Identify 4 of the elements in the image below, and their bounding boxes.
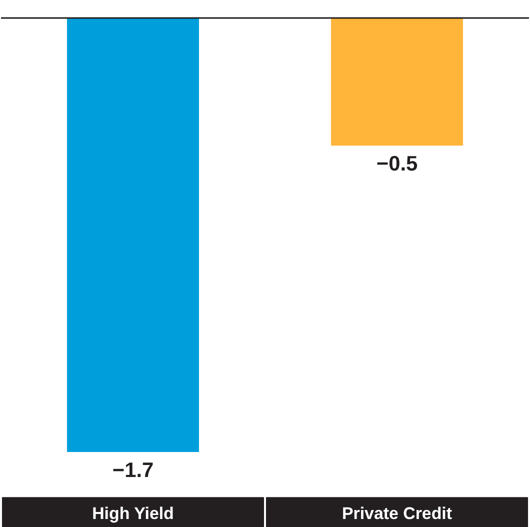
x-tick-label: Private Credit — [342, 504, 452, 524]
data-label: −0.5 — [376, 152, 418, 176]
data-label: −1.7 — [112, 458, 154, 482]
x-tick-label: High Yield — [92, 504, 174, 524]
